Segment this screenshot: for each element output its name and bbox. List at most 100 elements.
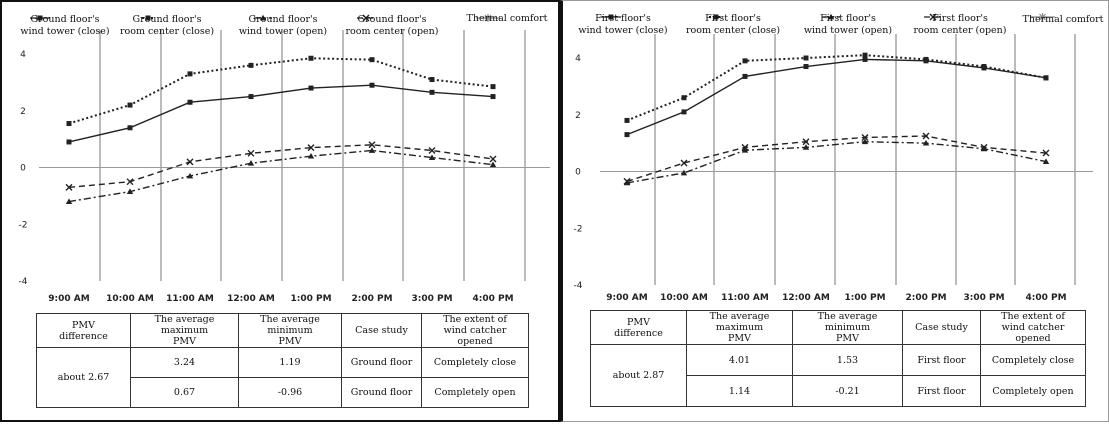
- series-group: [66, 82, 496, 145]
- table-cell: 1.53: [792, 344, 903, 376]
- data-point-marker: [680, 159, 688, 167]
- data-point-marker: [862, 52, 868, 58]
- x-tick-label: 11:00 AM: [166, 294, 214, 302]
- data-point-marker: [248, 94, 254, 100]
- legend-label: wind tower (close): [578, 25, 667, 36]
- data-point-marker: [742, 73, 748, 79]
- series-group: [66, 55, 496, 127]
- data-point-marker: [66, 139, 72, 145]
- x-tick-label: 1:00 PM: [290, 294, 331, 302]
- legend-marker: [259, 14, 267, 21]
- data-point-marker: [1042, 149, 1050, 157]
- data-point-marker: [369, 82, 375, 88]
- data-point-marker: [490, 84, 496, 90]
- x-tick-label: 9:00 AM: [48, 294, 89, 302]
- data-point-marker: [248, 62, 254, 68]
- data-point-marker: [923, 56, 929, 62]
- header-pmv-difference: PMV difference: [590, 310, 687, 345]
- table-header-row: PMV difference The average maximum PMV The…: [36, 313, 529, 348]
- x-tick-label: 10:00 AM: [106, 294, 154, 302]
- data-point-marker: [624, 132, 630, 138]
- y-tick-label: 4: [575, 54, 581, 64]
- series-line: [68, 57, 494, 125]
- x-tick-label: 3:00 PM: [963, 293, 1004, 301]
- series-group: [623, 132, 1050, 185]
- header-average-minimum: The average minimum PMV: [238, 313, 342, 348]
- data-point-marker: [187, 71, 193, 77]
- x-tick-label: 3:00 PM: [411, 294, 452, 302]
- legend-marker: [362, 14, 370, 22]
- table-cell: 4.01: [686, 344, 793, 376]
- data-point-marker: [742, 58, 748, 64]
- table-cell: First floor: [902, 375, 981, 407]
- table-row: about 2.67 3.24 1.19 Ground floor Comple…: [36, 347, 529, 408]
- data-point-marker: [741, 143, 749, 151]
- first-floor-pmv-table: PMV difference The average maximum PMV The…: [590, 310, 1086, 407]
- legend-marker: [145, 15, 151, 21]
- table-cell: Completely open: [980, 375, 1086, 407]
- x-tick-label: 12:00 AM: [782, 293, 830, 301]
- legend-label: wind tower (open): [804, 25, 892, 36]
- x-tick-label: 11:00 AM: [721, 293, 769, 301]
- x-tick-label: 9:00 AM: [606, 293, 647, 301]
- legend-marker: [484, 14, 492, 22]
- data-point-marker: [802, 138, 810, 146]
- data-point-marker: [681, 109, 687, 115]
- data-point-marker: [623, 177, 631, 185]
- data-point-marker: [247, 149, 255, 157]
- data-point-marker: [65, 198, 73, 204]
- series-line: [68, 144, 494, 189]
- data-point-marker: [490, 94, 496, 100]
- table-cell: Ground floor: [341, 347, 422, 378]
- legend-label: Thermal comfort: [1023, 14, 1104, 25]
- data-point-marker: [368, 141, 376, 149]
- table-cell: 0.67: [130, 377, 239, 408]
- y-tick-label: 0: [20, 164, 26, 174]
- ground-floor-panel: 4 2 0 -2 -4 9:00 AM 10:00 AM 11:00 AM 12:00 AM 1:…: [0, 0, 560, 422]
- legend-label: Ground floor's: [133, 14, 202, 25]
- y-tick-label: 2: [20, 107, 26, 117]
- legend-label: room center (close): [686, 25, 780, 36]
- data-point-marker: [65, 183, 73, 191]
- data-point-marker: [1043, 75, 1049, 81]
- header-average-minimum: The average minimum PMV: [792, 310, 903, 345]
- series-group: [65, 141, 497, 191]
- data-point-marker: [803, 64, 809, 70]
- header-case-study: Case study: [902, 310, 981, 345]
- data-point-marker: [186, 158, 194, 166]
- table-cell: -0.21: [792, 375, 903, 407]
- legend-marker: [1038, 13, 1047, 21]
- table-header-row: PMV difference The average maximum PMV The…: [590, 310, 1086, 345]
- data-point-marker: [126, 188, 134, 195]
- data-point-marker: [127, 125, 133, 131]
- header-wind-catcher-extent: The extent of wind catcher opened: [421, 313, 529, 348]
- legend-label: First floor's: [595, 13, 651, 24]
- series-line: [626, 58, 1047, 136]
- data-point-marker: [680, 169, 688, 176]
- ground-floor-pmv-chart: 4 2 0 -2 -4 9:00 AM 10:00 AM 11:00 AM 12:00 AM 1:…: [19, 13, 550, 302]
- legend-label: First floor's: [820, 13, 876, 24]
- data-point-marker: [802, 144, 810, 150]
- legend-marker: [608, 14, 614, 20]
- table-row: 1.14 -0.21 First floor Completely open: [591, 375, 1086, 407]
- legend-label: wind tower (close): [20, 26, 109, 37]
- pmv-difference-value: about 2.87: [590, 344, 687, 407]
- data-point-marker: [862, 56, 868, 62]
- legend-label: First floor's: [705, 13, 761, 24]
- y-tick-label: -2: [19, 220, 28, 230]
- legend-marker: [713, 14, 719, 20]
- x-tick-label: 12:00 AM: [227, 294, 275, 302]
- data-point-marker: [186, 172, 194, 179]
- legend-label: wind tower (open): [239, 26, 327, 37]
- pmv-difference-value: about 2.67: [36, 347, 131, 408]
- legend-label: First floor's: [932, 13, 988, 24]
- table-cell: 3.24: [130, 347, 239, 378]
- y-tick-label: 0: [575, 168, 581, 178]
- data-point-marker: [922, 139, 930, 146]
- ground-floor-pmv-table: PMV difference The average maximum PMV The…: [36, 313, 529, 408]
- data-point-marker: [126, 178, 134, 186]
- y-tick-label: -4: [19, 277, 28, 287]
- data-point-marker: [428, 154, 436, 160]
- first-floor-pmv-chart: 4 2 0 -2 -4 9:00 AM 10:00 AM 11:00 AM 12:00 AM 1:…: [574, 13, 1104, 301]
- legend-marker: [37, 15, 43, 21]
